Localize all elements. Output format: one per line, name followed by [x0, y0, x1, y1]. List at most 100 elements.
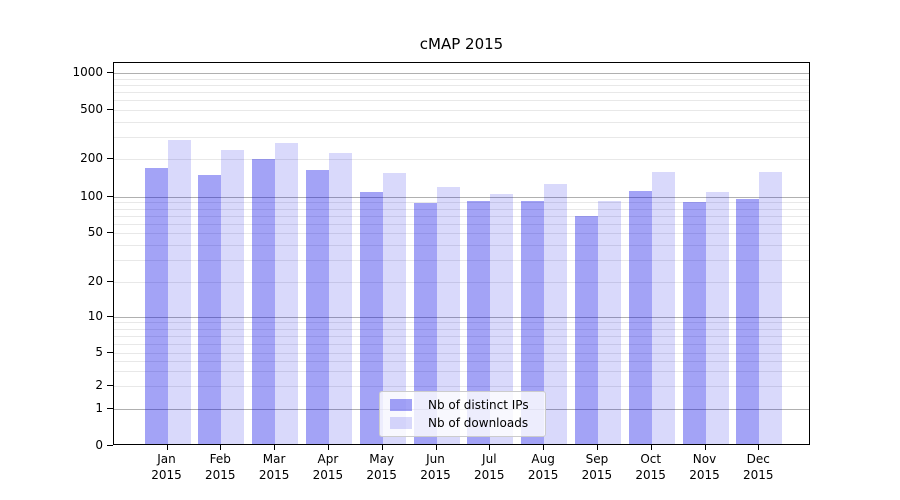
- minor-gridline: [114, 208, 809, 210]
- minor-gridline: [114, 110, 809, 111]
- x-tick-year: 2015: [689, 468, 720, 482]
- x-tick-label: Nov 2015: [678, 451, 732, 483]
- y-tick-label: 2: [95, 378, 103, 392]
- legend-label-downloads: Nb of downloads: [428, 416, 529, 430]
- y-tick-label: 5: [95, 345, 103, 359]
- bar-downloads-may: [382, 172, 406, 444]
- bar-downloads-apr: [328, 152, 352, 444]
- bar-downloads-oct: [651, 171, 675, 444]
- x-tick-mark: [220, 445, 222, 450]
- x-tick-year: 2015: [743, 468, 774, 482]
- minor-gridline: [114, 361, 809, 363]
- y-tick-label: 1: [95, 401, 103, 415]
- minor-gridline: [114, 282, 809, 283]
- x-tick-label: Jan 2015: [140, 451, 194, 483]
- bar-downloads-jun: [436, 186, 460, 444]
- x-tick-month: Dec: [746, 452, 770, 466]
- minor-gridline: [114, 260, 809, 262]
- bar-downloads-jan: [167, 139, 191, 444]
- x-tick-year: 2015: [366, 468, 397, 482]
- bar-downloads-feb: [221, 150, 245, 444]
- bar-distinct-ips-sep: [574, 215, 598, 444]
- y-tick-mark: [107, 109, 113, 110]
- y-tick-mark: [107, 232, 113, 233]
- x-tick-label: Jun 2015: [409, 451, 463, 483]
- x-tick-label: Apr 2015: [301, 451, 355, 483]
- chart-title: cMAP 2015: [419, 35, 504, 53]
- bar-distinct-ips-nov: [682, 202, 706, 444]
- bar-downloads-mar: [275, 142, 299, 444]
- bar-downloads-dec: [759, 171, 783, 444]
- y-tick-mark: [107, 316, 113, 317]
- x-tick-mark: [596, 445, 598, 450]
- x-tick-mark: [381, 445, 383, 450]
- minor-gridline: [114, 202, 809, 204]
- x-tick-month: Jun: [426, 452, 445, 466]
- y-tick-label: 100: [80, 189, 103, 203]
- bar-downloads-nov: [705, 191, 729, 444]
- y-tick-mark: [107, 281, 113, 282]
- x-tick-year: 2015: [581, 468, 613, 482]
- x-tick-month: Nov: [692, 452, 717, 466]
- y-tick-label: 0: [95, 438, 103, 452]
- y-tick-label: 200: [80, 151, 103, 165]
- minor-gridline: [114, 353, 809, 354]
- x-tick-month: Apr: [317, 452, 339, 466]
- major-gridline: [114, 73, 809, 74]
- bar-distinct-ips-feb: [198, 175, 222, 444]
- x-tick-mark: [489, 445, 491, 450]
- x-tick-mark: [650, 445, 652, 450]
- x-tick-mark: [758, 445, 760, 450]
- y-tick-label: 500: [80, 102, 103, 116]
- y-tick-label: 1000: [72, 65, 103, 79]
- x-tick-mark: [274, 445, 276, 450]
- bar-distinct-ips-mar: [252, 159, 276, 444]
- x-tick-mark: [166, 445, 168, 450]
- x-tick-month: Jan: [157, 452, 176, 466]
- minor-gridline: [114, 84, 809, 86]
- y-tick-label: 10: [87, 309, 103, 323]
- bar-distinct-ips-jul: [467, 201, 491, 444]
- x-tick-month: Mar: [262, 452, 286, 466]
- x-tick-year: 2015: [258, 468, 290, 482]
- y-tick-mark: [107, 385, 113, 386]
- x-tick-mark: [327, 445, 329, 450]
- minor-gridline: [114, 137, 809, 139]
- x-tick-year: 2015: [151, 468, 182, 482]
- minor-gridline: [114, 92, 809, 94]
- minor-gridline: [114, 159, 809, 160]
- minor-gridline: [114, 121, 809, 123]
- minor-gridline: [114, 322, 809, 324]
- x-tick-year: 2015: [635, 468, 666, 482]
- minor-gridline: [114, 371, 809, 373]
- x-tick-label: Aug 2015: [516, 451, 570, 483]
- x-tick-year: 2015: [420, 468, 451, 482]
- minor-gridline: [114, 223, 809, 225]
- y-tick-mark: [107, 445, 113, 446]
- x-tick-month: Jul: [482, 452, 497, 466]
- minor-gridline: [114, 386, 809, 387]
- bar-distinct-ips-jan: [144, 167, 168, 444]
- y-tick-mark: [107, 72, 113, 73]
- plot-area: [113, 62, 810, 445]
- x-tick-month: Oct: [640, 452, 662, 466]
- x-tick-mark: [704, 445, 706, 450]
- y-tick-mark: [107, 408, 113, 409]
- y-tick-mark: [107, 352, 113, 353]
- x-tick-year: 2015: [474, 468, 505, 482]
- x-tick-month: Aug: [531, 452, 555, 466]
- x-tick-label: Oct 2015: [624, 451, 678, 483]
- x-tick-month: Feb: [209, 452, 231, 466]
- legend: Nb of distinct IPs Nb of downloads: [379, 391, 546, 437]
- minor-gridline: [114, 244, 809, 246]
- bar-distinct-ips-apr: [305, 169, 329, 444]
- minor-gridline: [114, 328, 809, 330]
- x-tick-mark: [543, 445, 545, 450]
- x-tick-label: Jul 2015: [462, 451, 516, 483]
- minor-gridline: [114, 78, 809, 80]
- bar-downloads-aug: [544, 184, 568, 444]
- legend-swatch-downloads: [390, 417, 412, 429]
- bar-downloads-jul: [490, 193, 514, 444]
- x-tick-year: 2015: [527, 468, 559, 482]
